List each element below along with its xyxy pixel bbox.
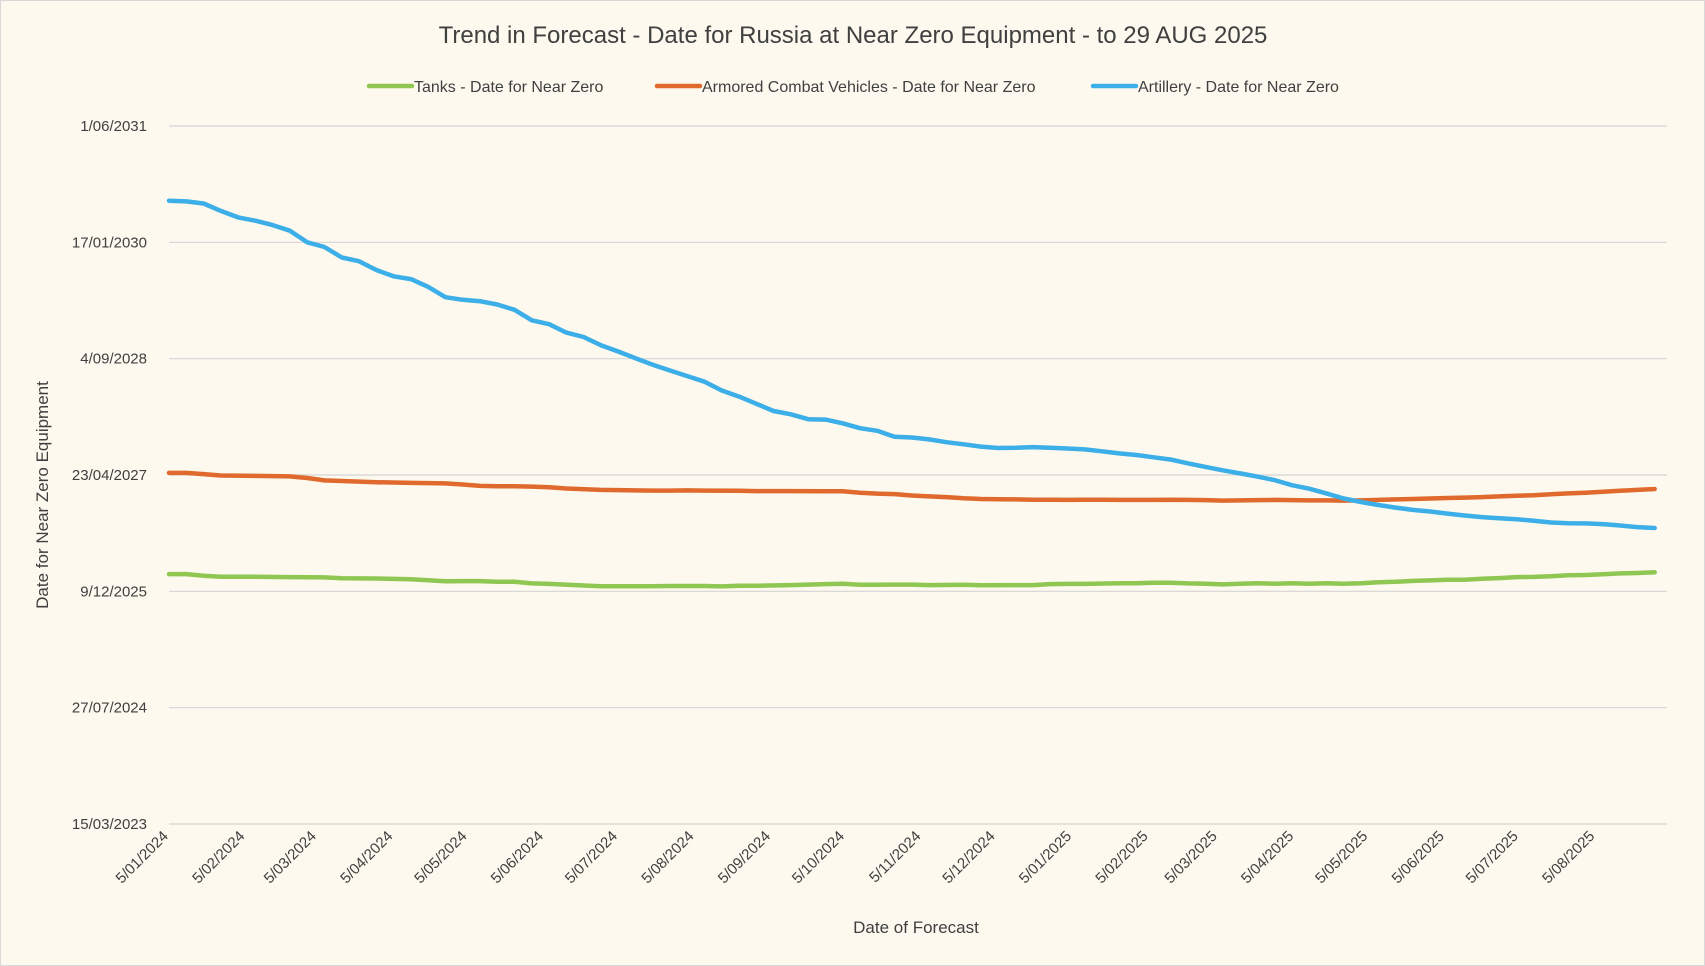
series-line-0: [166, 570, 1657, 589]
x-tick-label: 5/03/2024: [261, 828, 320, 887]
gridlines: [169, 125, 1667, 825]
x-tick-label: 5/01/2024: [113, 828, 172, 887]
x-tick-label: 5/06/2024: [488, 828, 547, 887]
x-tick-label: 5/03/2025: [1161, 828, 1220, 887]
y-tick-label: 15/03/2023: [72, 816, 147, 833]
y-tick-label: 27/07/2024: [72, 700, 147, 717]
x-axis: 5/01/2024 5/02/2024 5/03/2024 5/04/2024 5/05…: [113, 828, 1599, 887]
legend-label: Armored Combat Vehicles - Date for Near …: [702, 79, 1036, 96]
y-tick-label: 23/04/2027: [72, 467, 147, 484]
x-tick-label: 5/06/2025: [1389, 828, 1448, 887]
x-tick-label: 5/07/2024: [562, 828, 621, 887]
legend-label: Artillery - Date for Near Zero: [1138, 79, 1339, 96]
x-tick-label: 5/05/2024: [411, 828, 470, 887]
series-line-1: [166, 470, 1657, 503]
plot-area: [166, 198, 1657, 589]
legend-label: Tanks - Date for Near Zero: [414, 79, 604, 96]
x-tick-label: 5/01/2025: [1016, 828, 1075, 887]
x-tick-label: 5/04/2025: [1238, 828, 1297, 887]
y-tick-label: 9/12/2025: [80, 583, 147, 600]
x-tick-label: 5/12/2024: [939, 828, 998, 887]
x-tick-label: 5/02/2024: [189, 828, 248, 887]
x-tick-label: 5/08/2024: [638, 828, 697, 887]
x-tick-label: 5/04/2024: [337, 828, 396, 887]
x-tick-label: 5/05/2025: [1312, 828, 1371, 887]
legend: Tanks - Date for Near Zero Armored Combat…: [366, 79, 1339, 96]
x-axis-title: Date of Forecast: [853, 918, 979, 937]
y-tick-label: 4/09/2028: [80, 351, 147, 368]
series-line-2: [166, 198, 1657, 531]
x-tick-label: 5/08/2025: [1539, 828, 1598, 887]
y-axis-title: Date for Near Zero Equipment: [33, 381, 52, 609]
y-axis: 15/03/2023 27/07/2024 9/12/2025 23/04/2027 4…: [72, 118, 147, 833]
x-tick-label: 5/02/2025: [1092, 828, 1151, 887]
chart-title: Trend in Forecast - Date for Russia at N…: [439, 22, 1268, 49]
x-tick-label: 5/09/2024: [715, 828, 774, 887]
y-tick-label: 1/06/2031: [80, 118, 147, 135]
y-tick-label: 17/01/2030: [72, 234, 147, 251]
x-tick-label: 5/10/2024: [789, 828, 848, 887]
x-tick-label: 5/07/2025: [1463, 828, 1522, 887]
x-tick-label: 5/11/2024: [866, 828, 924, 886]
